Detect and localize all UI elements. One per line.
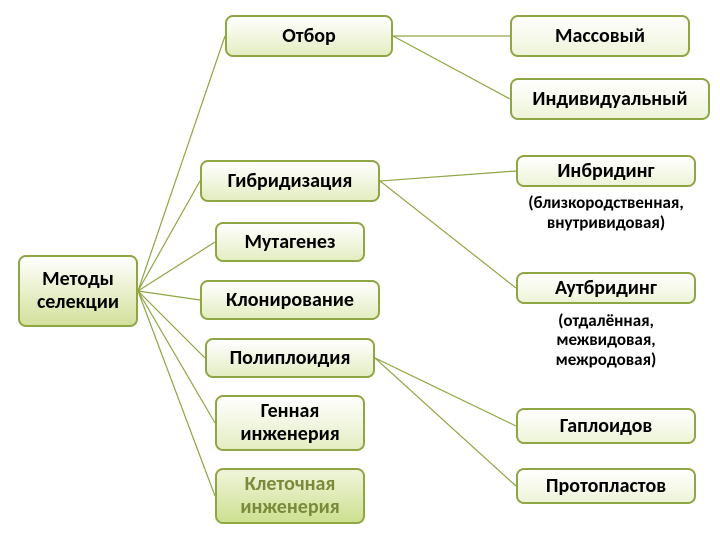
node-klon: Клонирование xyxy=(200,280,380,320)
node-gapl: Гаплоидов xyxy=(516,408,696,444)
edge-root-kletk xyxy=(138,291,215,496)
node-proto: Протопластов xyxy=(516,468,696,504)
edge-root-gibrid xyxy=(138,181,200,291)
edge-polip-gapl xyxy=(375,358,516,426)
node-inbr_s: (близкородственная, внутривидовая) xyxy=(500,190,712,236)
node-kletk: Клеточная инженерия xyxy=(215,468,365,524)
node-mass: Массовый xyxy=(510,15,690,57)
edge-otbor-indiv xyxy=(393,36,510,99)
node-inbr_t: Инбридинг xyxy=(516,155,696,187)
node-root: Методы селекции xyxy=(18,255,138,327)
node-gibrid: Гибридизация xyxy=(200,160,380,202)
node-autb_s: (отдалённая, межвидовая, межродовая) xyxy=(516,307,696,373)
node-indiv: Индивидуальный xyxy=(510,78,710,120)
node-autb_t: Аутбридинг xyxy=(516,272,696,304)
node-gen: Генная инженерия xyxy=(215,395,365,451)
edge-gibrid-inbr_t xyxy=(380,171,516,181)
node-mutag: Мутагенез xyxy=(215,222,365,262)
edge-polip-proto xyxy=(375,358,516,486)
edge-root-polip xyxy=(138,291,205,358)
edge-gibrid-autb_t xyxy=(380,181,516,288)
node-polip: Полиплоидия xyxy=(205,338,375,378)
node-otbor: Отбор xyxy=(225,15,393,57)
edge-root-klon xyxy=(138,291,200,300)
